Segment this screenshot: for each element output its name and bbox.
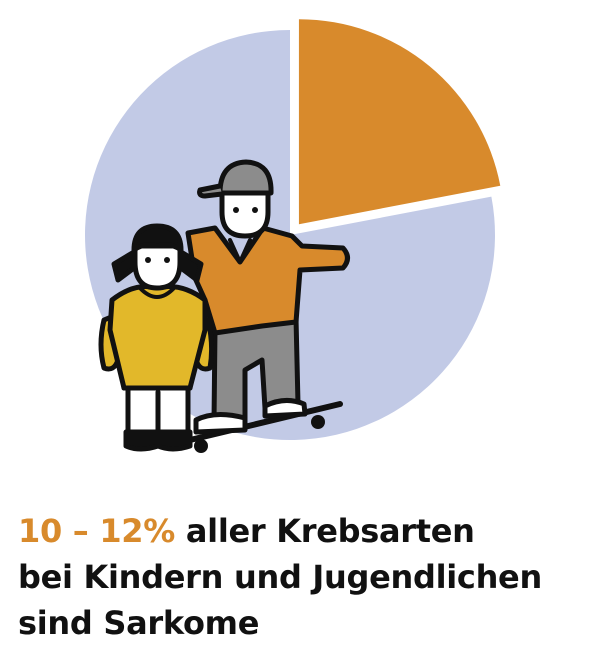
caption-line-2: bei Kindern und Jugendlichen bbox=[18, 558, 542, 596]
caption-line-3: sind Sarkome bbox=[18, 604, 260, 642]
caption-line-1: 10 – 12% aller Krebsarten bbox=[18, 508, 598, 554]
chart-caption: 10 – 12% aller Krebsarten bei Kindern un… bbox=[18, 508, 598, 646]
pie-chart bbox=[84, 19, 501, 453]
children-illustration bbox=[98, 159, 350, 453]
boy-figure bbox=[185, 159, 350, 435]
girl-figure bbox=[98, 223, 215, 452]
caption-highlight-percentage: 10 – 12% bbox=[18, 512, 176, 550]
caption-line-1-text: aller Krebsarten bbox=[175, 512, 475, 550]
skateboard-icon bbox=[187, 401, 343, 453]
pie-slice-1 bbox=[298, 19, 501, 225]
